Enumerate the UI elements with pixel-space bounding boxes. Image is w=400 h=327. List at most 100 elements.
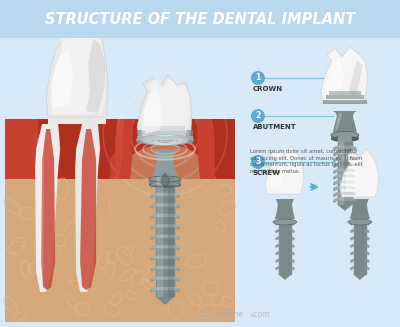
Text: CROWN: CROWN bbox=[253, 86, 283, 92]
Polygon shape bbox=[270, 156, 283, 189]
Text: 2: 2 bbox=[255, 112, 260, 121]
Polygon shape bbox=[334, 146, 338, 150]
Polygon shape bbox=[321, 47, 368, 103]
Polygon shape bbox=[334, 152, 356, 154]
Polygon shape bbox=[174, 277, 179, 281]
Polygon shape bbox=[276, 230, 279, 232]
Polygon shape bbox=[145, 126, 185, 130]
Polygon shape bbox=[174, 204, 179, 208]
Polygon shape bbox=[151, 246, 156, 250]
Polygon shape bbox=[334, 187, 356, 189]
Polygon shape bbox=[276, 252, 279, 255]
Ellipse shape bbox=[348, 219, 372, 225]
Polygon shape bbox=[174, 287, 179, 292]
Text: 1: 1 bbox=[255, 74, 260, 82]
Polygon shape bbox=[291, 230, 294, 232]
Text: ABUTMENT: ABUTMENT bbox=[253, 124, 297, 130]
Polygon shape bbox=[352, 198, 356, 202]
Polygon shape bbox=[151, 267, 179, 269]
Polygon shape bbox=[352, 169, 356, 173]
Text: .com: .com bbox=[252, 310, 270, 319]
Polygon shape bbox=[48, 111, 106, 124]
Polygon shape bbox=[334, 146, 356, 148]
Polygon shape bbox=[276, 237, 279, 240]
Polygon shape bbox=[276, 222, 279, 225]
Ellipse shape bbox=[149, 176, 181, 182]
Polygon shape bbox=[334, 158, 338, 162]
Polygon shape bbox=[334, 164, 356, 165]
Polygon shape bbox=[349, 61, 363, 98]
Polygon shape bbox=[36, 124, 44, 290]
Polygon shape bbox=[352, 175, 356, 179]
Polygon shape bbox=[41, 129, 55, 290]
Polygon shape bbox=[338, 142, 352, 204]
Polygon shape bbox=[110, 119, 127, 179]
Polygon shape bbox=[50, 24, 105, 115]
Polygon shape bbox=[366, 237, 369, 240]
Polygon shape bbox=[340, 149, 379, 197]
Polygon shape bbox=[351, 244, 354, 247]
Polygon shape bbox=[151, 215, 179, 216]
Polygon shape bbox=[276, 244, 279, 247]
Circle shape bbox=[251, 155, 265, 169]
Polygon shape bbox=[35, 124, 60, 292]
Polygon shape bbox=[366, 252, 369, 255]
Polygon shape bbox=[291, 244, 294, 247]
Polygon shape bbox=[174, 225, 179, 229]
Polygon shape bbox=[174, 183, 179, 187]
Bar bbox=[0, 38, 400, 327]
Ellipse shape bbox=[149, 182, 181, 187]
Polygon shape bbox=[352, 146, 356, 150]
Polygon shape bbox=[334, 164, 338, 167]
Polygon shape bbox=[345, 159, 358, 192]
Polygon shape bbox=[174, 215, 179, 218]
Polygon shape bbox=[334, 175, 356, 177]
Polygon shape bbox=[115, 119, 124, 179]
Polygon shape bbox=[327, 59, 344, 98]
Polygon shape bbox=[334, 175, 338, 179]
Polygon shape bbox=[334, 181, 338, 185]
Polygon shape bbox=[46, 21, 108, 117]
Polygon shape bbox=[174, 235, 179, 239]
Circle shape bbox=[251, 71, 265, 85]
Polygon shape bbox=[86, 39, 105, 113]
Polygon shape bbox=[174, 267, 179, 271]
Polygon shape bbox=[350, 199, 370, 219]
Polygon shape bbox=[151, 287, 179, 289]
Polygon shape bbox=[151, 235, 156, 239]
Polygon shape bbox=[335, 113, 342, 132]
Circle shape bbox=[110, 144, 220, 254]
Polygon shape bbox=[80, 129, 96, 290]
Polygon shape bbox=[333, 111, 357, 132]
Polygon shape bbox=[329, 91, 361, 95]
Polygon shape bbox=[338, 134, 352, 142]
Polygon shape bbox=[339, 142, 343, 204]
Polygon shape bbox=[354, 274, 366, 279]
Bar bbox=[5, 119, 235, 179]
Polygon shape bbox=[366, 267, 369, 269]
Ellipse shape bbox=[331, 136, 359, 142]
Polygon shape bbox=[75, 124, 100, 292]
Polygon shape bbox=[334, 198, 338, 202]
Polygon shape bbox=[352, 152, 356, 156]
Polygon shape bbox=[151, 267, 156, 271]
Polygon shape bbox=[334, 192, 356, 194]
Polygon shape bbox=[174, 256, 179, 260]
Polygon shape bbox=[334, 169, 338, 173]
Polygon shape bbox=[334, 198, 356, 200]
Polygon shape bbox=[174, 194, 179, 198]
Polygon shape bbox=[352, 181, 356, 185]
Polygon shape bbox=[331, 135, 359, 139]
Polygon shape bbox=[279, 219, 291, 274]
Polygon shape bbox=[157, 177, 162, 296]
Polygon shape bbox=[275, 199, 295, 219]
Polygon shape bbox=[168, 177, 173, 296]
Polygon shape bbox=[152, 149, 178, 177]
Polygon shape bbox=[351, 237, 354, 240]
Polygon shape bbox=[279, 274, 291, 279]
Polygon shape bbox=[137, 75, 192, 142]
Polygon shape bbox=[334, 158, 356, 160]
Polygon shape bbox=[197, 119, 215, 179]
Polygon shape bbox=[291, 237, 294, 240]
Polygon shape bbox=[366, 244, 369, 247]
